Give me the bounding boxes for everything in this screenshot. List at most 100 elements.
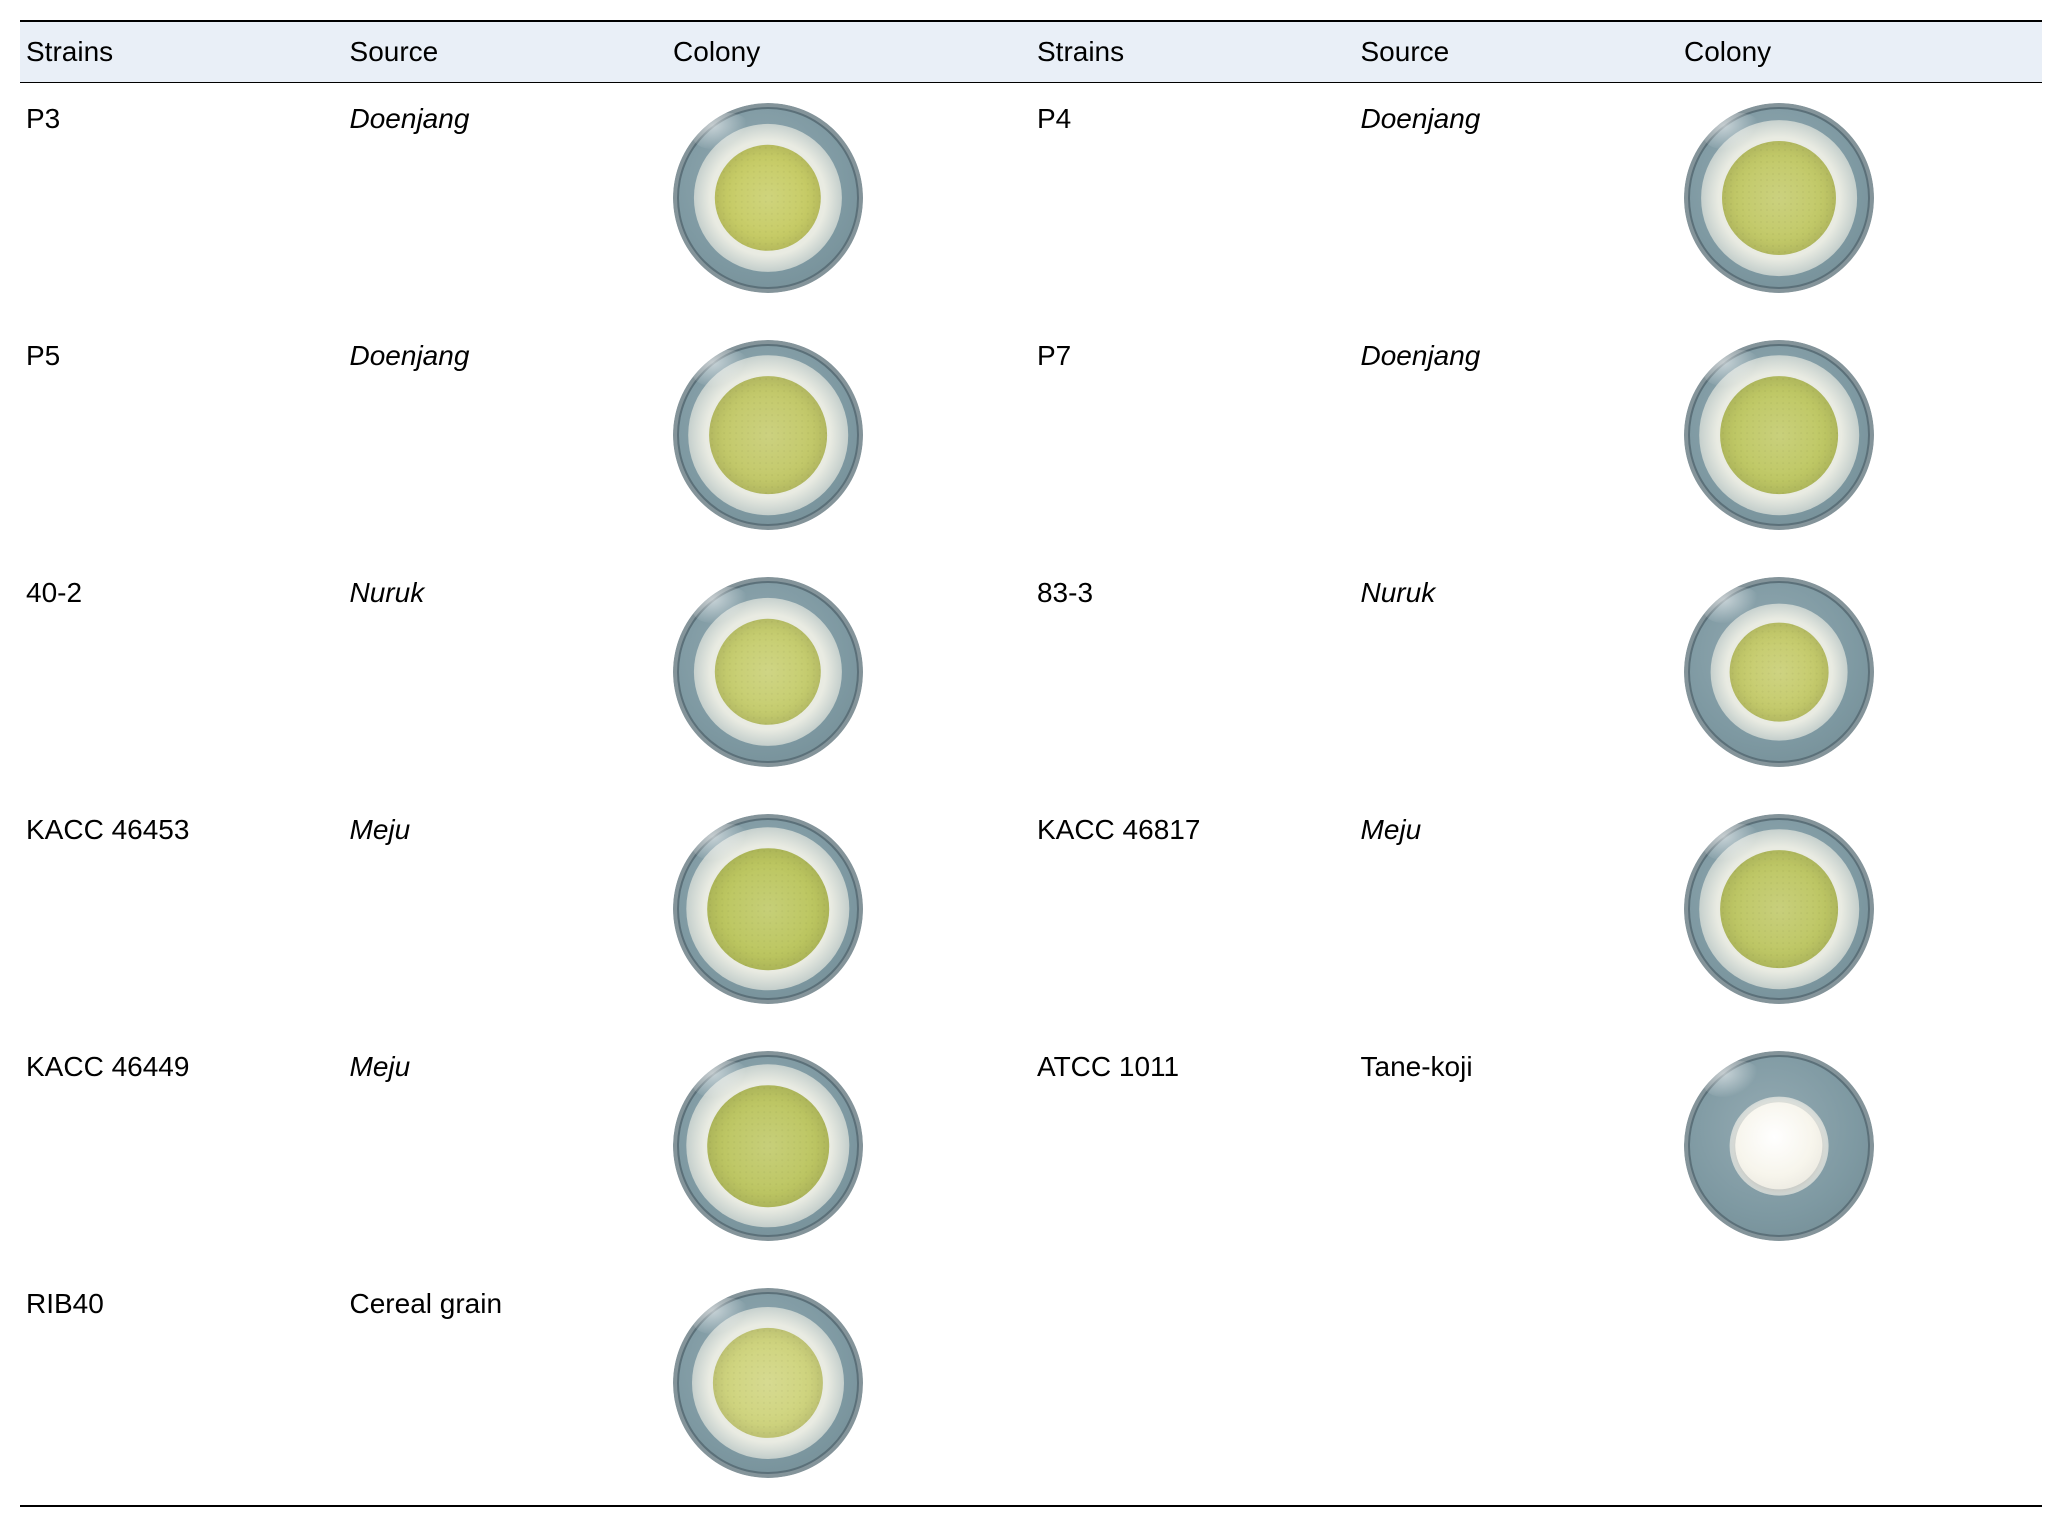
source-label: Tane-koji — [1361, 1051, 1473, 1082]
source-cell: Tane-koji — [1355, 1031, 1679, 1268]
colony-texture — [709, 376, 827, 494]
source-label: Meju — [1361, 814, 1422, 845]
col-colony-1: Colony — [667, 21, 1031, 83]
strain-cell: 40-2 — [20, 557, 344, 794]
source-cell: Doenjang — [344, 320, 668, 557]
table-row: KACC 46453 Meju KACC 46817 Meju — [20, 794, 2042, 1031]
source-cell: Doenjang — [1355, 320, 1679, 557]
petri-dish — [673, 103, 863, 293]
petri-dish — [673, 1051, 863, 1241]
col-strains-2: Strains — [1031, 21, 1355, 83]
colony — [707, 848, 829, 970]
strain-cell: KACC 46453 — [20, 794, 344, 1031]
colony-texture — [1720, 850, 1838, 968]
colony-texture — [715, 145, 821, 251]
strain-label: P4 — [1037, 103, 1071, 134]
colony-texture — [1722, 141, 1836, 255]
strain-cell: P5 — [20, 320, 344, 557]
source-label: Doenjang — [350, 340, 470, 371]
colony — [709, 376, 827, 494]
colony-cell — [667, 83, 1031, 321]
petri-dish — [1684, 340, 1874, 530]
petri-dish — [673, 814, 863, 1004]
colony-cell — [667, 557, 1031, 794]
colony — [715, 145, 821, 251]
col-source-2: Source — [1355, 21, 1679, 83]
source-cell: Cereal grain — [344, 1268, 668, 1506]
colony-cell — [1678, 1031, 2042, 1268]
strain-label: RIB40 — [26, 1288, 104, 1319]
source-label: Meju — [350, 1051, 411, 1082]
source-cell: Meju — [344, 794, 668, 1031]
source-cell: Doenjang — [344, 83, 668, 321]
colony-cell — [1678, 1268, 2042, 1506]
colony-cell — [1678, 794, 2042, 1031]
colony — [1722, 141, 1836, 255]
petri-dish — [673, 1288, 863, 1478]
table-body: P3DoenjangP4DoenjangP5DoenjangP7Doenjang… — [20, 83, 2042, 1507]
source-label: Doenjang — [1361, 340, 1481, 371]
colony-texture — [1730, 623, 1829, 722]
colony-cell — [1678, 83, 2042, 321]
strain-cell: RIB40 — [20, 1268, 344, 1506]
colony-cell — [667, 794, 1031, 1031]
colony — [707, 1085, 829, 1207]
strain-label: 83-3 — [1037, 577, 1093, 608]
source-cell: Meju — [1355, 794, 1679, 1031]
strains-table-wrap: Strains Source Colony Strains Source Col… — [20, 20, 2042, 1507]
strain-cell: KACC 46817 — [1031, 794, 1355, 1031]
colony — [713, 1328, 823, 1438]
colony-texture — [707, 848, 829, 970]
colony-cell — [667, 1268, 1031, 1506]
petri-dish — [673, 340, 863, 530]
table-header-row: Strains Source Colony Strains Source Col… — [20, 21, 2042, 83]
colony — [1720, 376, 1838, 494]
source-cell — [1355, 1268, 1679, 1506]
table-row: RIB40 Cereal grain — [20, 1268, 2042, 1506]
col-strains-1: Strains — [20, 21, 344, 83]
strain-label: 40-2 — [26, 577, 82, 608]
table-row: P3 Doenjang P4 Doenjang — [20, 83, 2042, 321]
source-cell: Nuruk — [344, 557, 668, 794]
source-label: Doenjang — [350, 103, 470, 134]
strains-table: Strains Source Colony Strains Source Col… — [20, 20, 2042, 1507]
source-label: Nuruk — [1361, 577, 1436, 608]
colony-texture — [707, 1085, 829, 1207]
strain-cell: 83-3 — [1031, 557, 1355, 794]
strain-cell: P7 — [1031, 320, 1355, 557]
colony-texture — [715, 619, 821, 725]
colony-cell — [1678, 557, 2042, 794]
colony — [1730, 623, 1829, 722]
strain-cell: KACC 46449 — [20, 1031, 344, 1268]
petri-dish — [1684, 1051, 1874, 1241]
strain-label: ATCC 1011 — [1037, 1051, 1179, 1082]
source-label: Meju — [350, 814, 411, 845]
colony-cell — [667, 1031, 1031, 1268]
petri-dish — [1684, 103, 1874, 293]
petri-dish — [1684, 577, 1874, 767]
colony-cell — [667, 320, 1031, 557]
strain-cell: ATCC 1011 — [1031, 1031, 1355, 1268]
col-source-1: Source — [344, 21, 668, 83]
source-cell: Meju — [344, 1031, 668, 1268]
source-cell: Nuruk — [1355, 557, 1679, 794]
petri-dish — [1684, 814, 1874, 1004]
strain-label: KACC 46453 — [26, 814, 189, 845]
colony-texture — [713, 1328, 823, 1438]
table-row: KACC 46449 Meju ATCC 1011 Tane-koji — [20, 1031, 2042, 1268]
colony-texture — [1720, 376, 1838, 494]
source-label: Doenjang — [1361, 103, 1481, 134]
petri-dish — [673, 577, 863, 767]
table-row: 40-2 Nuruk 83-3 Nuruk — [20, 557, 2042, 794]
colony-cell — [1678, 320, 2042, 557]
source-label: Nuruk — [350, 577, 425, 608]
col-colony-2: Colony — [1678, 21, 2042, 83]
source-cell: Doenjang — [1355, 83, 1679, 321]
strain-label: KACC 46817 — [1037, 814, 1200, 845]
strain-cell: P3 — [20, 83, 344, 321]
strain-label: KACC 46449 — [26, 1051, 189, 1082]
strain-label: P5 — [26, 340, 60, 371]
strain-label: P3 — [26, 103, 60, 134]
strain-cell — [1031, 1268, 1355, 1506]
strain-cell: P4 — [1031, 83, 1355, 321]
